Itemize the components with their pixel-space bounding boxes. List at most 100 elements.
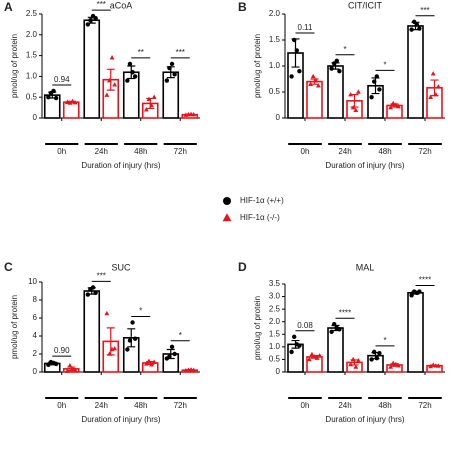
data-point: [334, 58, 339, 63]
data-point: [151, 359, 157, 364]
y-tick-label: 2.0: [269, 9, 281, 18]
y-tick-label: 1.0: [269, 61, 281, 70]
x-tick-label: 72h: [174, 147, 187, 156]
significance-label: *: [139, 307, 142, 316]
data-point: [164, 78, 170, 83]
chart-title: CIT/ICIT: [348, 0, 382, 10]
significance-label: ***: [176, 48, 185, 57]
data-point: [414, 22, 419, 27]
significance-label: 0.94: [54, 75, 70, 84]
x-tick-label: 48h: [378, 147, 391, 156]
data-point: [428, 363, 434, 369]
data-point: [315, 83, 321, 88]
x-tick-label: 0h: [301, 401, 310, 410]
data-point: [395, 103, 401, 109]
data-point: [435, 84, 441, 89]
chart-title: MAL: [356, 262, 375, 272]
y-tick-label: 1.0: [269, 342, 281, 351]
data-point: [127, 61, 133, 67]
data-point: [169, 61, 175, 67]
data-point: [317, 353, 323, 358]
data-point: [337, 327, 342, 332]
error-bar: [106, 68, 115, 91]
data-point: [313, 77, 319, 83]
data-point: [294, 48, 299, 53]
x-axis-label: Duration of injury (hrs): [81, 161, 160, 170]
y-tick-label: 1.5: [26, 51, 38, 60]
data-point: [125, 347, 130, 352]
data-point: [417, 26, 422, 31]
y-tick-label: 1.5: [269, 35, 281, 44]
x-axis-label: Duration of injury (hrs): [325, 161, 404, 170]
data-point: [353, 107, 359, 112]
x-tick-label: 0h: [301, 147, 310, 156]
data-point: [127, 338, 133, 343]
bar: [327, 65, 344, 119]
x-tick-label: 48h: [134, 147, 147, 156]
data-point: [355, 358, 361, 363]
data-point: [309, 351, 315, 357]
data-point: [167, 354, 172, 359]
data-point: [70, 366, 75, 372]
panel-letter: A: [4, 0, 13, 14]
data-point: [112, 345, 118, 351]
data-point: [72, 367, 78, 372]
data-point: [393, 102, 399, 107]
data-point: [409, 293, 414, 298]
data-point: [85, 22, 91, 27]
y-tick-label: 0: [33, 113, 38, 122]
y-tick-label: 3.5: [269, 279, 281, 288]
bar: [83, 290, 101, 373]
data-point: [64, 368, 70, 373]
data-point: [417, 289, 422, 294]
data-point: [297, 69, 302, 74]
x-tick-label: 24h: [95, 401, 108, 410]
data-point: [372, 79, 377, 84]
data-point: [172, 72, 177, 77]
bar: [407, 25, 424, 119]
x-tick-label: 48h: [134, 401, 147, 410]
data-point: [372, 349, 377, 355]
significance-label: 0.90: [54, 346, 70, 355]
data-point: [112, 82, 118, 87]
x-axis-label: Duration of injury (hrs): [325, 415, 404, 424]
data-point: [88, 18, 93, 23]
data-point: [430, 71, 436, 76]
panel: D MAL 0 0.5 1.0 1.5 2.0 2.5 3.0 3.5 pmol/ug of pro…: [238, 260, 445, 424]
bar: [83, 19, 101, 119]
data-point: [70, 98, 75, 104]
data-point: [428, 94, 434, 99]
legend-label: HIF-1α (+/+): [240, 196, 284, 205]
bar: [327, 327, 344, 373]
data-point: [369, 95, 374, 100]
data-point: [130, 320, 135, 325]
data-point: [348, 361, 354, 367]
x-axis-label: Duration of injury (hrs): [81, 415, 160, 424]
x-tick-label: 48h: [378, 401, 391, 410]
data-point: [355, 89, 361, 94]
y-axis-label: pmol/ug of protein: [10, 34, 19, 98]
data-point: [64, 99, 70, 104]
y-tick-label: 10: [28, 277, 37, 286]
data-point: [143, 107, 149, 112]
data-point: [149, 102, 154, 108]
data-point: [388, 104, 394, 110]
data-point: [395, 363, 401, 368]
y-tick-label: 3.0: [269, 292, 281, 301]
data-point: [104, 310, 110, 316]
data-point: [191, 367, 197, 372]
panel-letter: C: [4, 260, 13, 274]
data-point: [289, 74, 294, 79]
x-tick-label: 24h: [338, 401, 351, 410]
legend-marker: [223, 197, 231, 205]
x-tick-label: 24h: [95, 147, 108, 156]
data-point: [149, 362, 154, 367]
data-point: [350, 104, 356, 110]
x-tick-label: 72h: [418, 401, 431, 410]
data-point: [377, 87, 382, 92]
data-point: [125, 78, 130, 83]
y-axis-label: pmol/ug of protein: [253, 34, 262, 98]
y-tick-label: 0.5: [269, 87, 281, 96]
significance-label: ****: [419, 276, 431, 285]
significance-label: 0.11: [298, 23, 314, 32]
